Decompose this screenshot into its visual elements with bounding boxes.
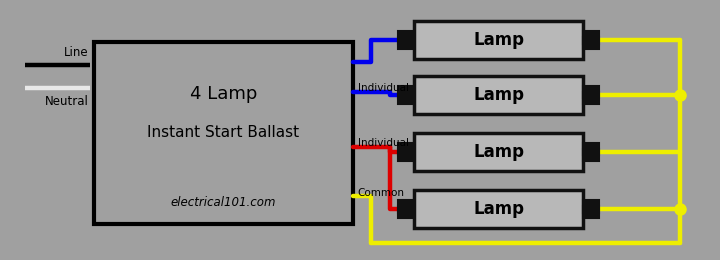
FancyBboxPatch shape — [398, 200, 414, 213]
FancyBboxPatch shape — [583, 206, 599, 218]
FancyBboxPatch shape — [583, 92, 599, 104]
Text: electrical101.com: electrical101.com — [171, 196, 276, 209]
Text: Lamp: Lamp — [473, 31, 524, 49]
FancyBboxPatch shape — [583, 31, 599, 44]
Text: Lamp: Lamp — [473, 143, 524, 161]
FancyBboxPatch shape — [398, 92, 414, 104]
Text: Common: Common — [358, 188, 405, 198]
FancyBboxPatch shape — [398, 31, 414, 44]
FancyBboxPatch shape — [583, 149, 599, 161]
FancyBboxPatch shape — [583, 86, 599, 98]
Text: Neutral: Neutral — [45, 95, 89, 108]
FancyBboxPatch shape — [583, 37, 599, 49]
Text: Individual: Individual — [358, 138, 409, 148]
Text: Line: Line — [64, 46, 89, 58]
FancyBboxPatch shape — [398, 143, 414, 155]
FancyBboxPatch shape — [414, 22, 583, 59]
FancyBboxPatch shape — [583, 143, 599, 155]
FancyBboxPatch shape — [94, 42, 353, 224]
Text: 4 Lamp: 4 Lamp — [189, 84, 257, 103]
Text: Individual: Individual — [358, 83, 409, 93]
FancyBboxPatch shape — [414, 133, 583, 171]
Text: Instant Start Ballast: Instant Start Ballast — [147, 125, 300, 140]
FancyBboxPatch shape — [414, 190, 583, 228]
FancyBboxPatch shape — [414, 76, 583, 114]
FancyBboxPatch shape — [398, 37, 414, 49]
Text: Lamp: Lamp — [473, 86, 524, 104]
FancyBboxPatch shape — [583, 200, 599, 213]
FancyBboxPatch shape — [398, 149, 414, 161]
FancyBboxPatch shape — [398, 206, 414, 218]
FancyBboxPatch shape — [398, 86, 414, 98]
Text: Lamp: Lamp — [473, 200, 524, 218]
